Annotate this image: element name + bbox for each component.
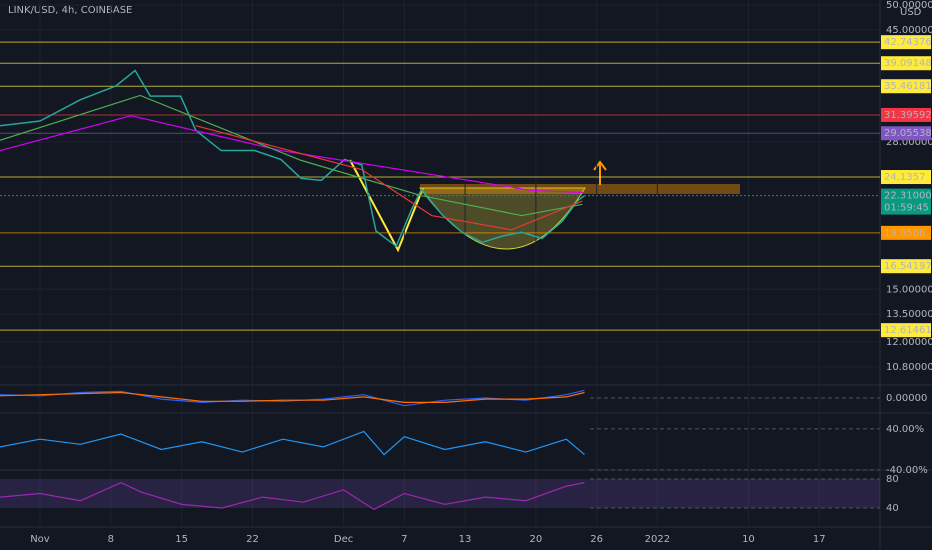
- y-tick-label: 15.00000: [886, 284, 932, 295]
- level-label: 35.46181: [884, 81, 932, 92]
- y-tick-label: 28.00000: [886, 137, 932, 148]
- up-arrow: [593, 160, 607, 185]
- level-label: 29.05538: [884, 128, 932, 139]
- x-tick-label: 8: [108, 534, 114, 545]
- y-tick-label: 0.00000: [886, 393, 927, 404]
- level-tag: [881, 56, 931, 71]
- level-label: 39.09148: [884, 58, 932, 69]
- level-tag: [881, 35, 931, 50]
- handle-zone: [420, 184, 740, 194]
- y-tick-label: 13.50000: [886, 309, 932, 320]
- x-tick-label: 7: [401, 534, 407, 545]
- x-tick-label: 26: [590, 534, 603, 545]
- series-line: [0, 430, 585, 456]
- level-label: 12.61461: [884, 325, 932, 336]
- y-tick-label: 40.00%: [886, 424, 924, 435]
- level-tag: [881, 225, 931, 240]
- level-tag: [881, 107, 931, 122]
- w-pattern: [349, 159, 424, 253]
- last-price-tag: [881, 188, 931, 215]
- chart-title: LINK/USD, 4h, COINBASE: [8, 5, 132, 16]
- level-tag: [881, 323, 931, 338]
- y-tick-label: 12.00000: [886, 337, 932, 348]
- y-tick-label: 50.00000: [886, 0, 932, 11]
- level-label: 19.0506: [884, 228, 925, 239]
- x-tick-label: Nov: [30, 534, 50, 545]
- series-line: [0, 115, 583, 194]
- x-tick-label: 20: [530, 534, 543, 545]
- countdown: 01:59:45: [884, 203, 929, 214]
- x-tick-label: 15: [175, 534, 188, 545]
- level-tag: [881, 170, 931, 185]
- level-label: 31.39592: [884, 110, 932, 121]
- axis-unit: USD: [900, 7, 922, 18]
- x-tick-label: Dec: [334, 534, 353, 545]
- level-label: 24.1357: [884, 172, 925, 183]
- y-tick-label: 45.00000: [886, 25, 932, 36]
- x-tick-label: 10: [742, 534, 755, 545]
- series-line: [0, 94, 583, 217]
- y-tick-label: 80: [886, 474, 899, 485]
- level-label: 42.74376: [884, 37, 932, 48]
- y-tick-label: 10.80000: [886, 362, 932, 373]
- level-label: 16.54197: [884, 261, 932, 272]
- level-tag: [881, 79, 931, 94]
- last-price-label: 22.31000: [884, 191, 932, 202]
- series-line: [0, 391, 585, 403]
- x-tick-label: 2022: [645, 534, 670, 545]
- series-line: [195, 125, 583, 231]
- level-tag: [881, 259, 931, 274]
- y-tick-label: 40: [886, 503, 899, 514]
- x-tick-label: 17: [813, 534, 826, 545]
- y-tick-label: -40.00%: [886, 465, 928, 476]
- series-line: [0, 481, 585, 511]
- x-tick-label: 13: [459, 534, 472, 545]
- x-tick-label: 22: [246, 534, 259, 545]
- level-tag: [881, 126, 931, 141]
